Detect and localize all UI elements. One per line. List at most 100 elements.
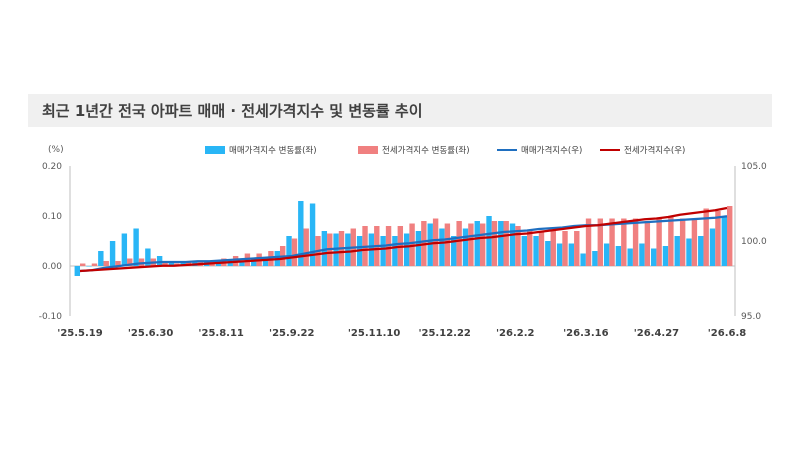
jeonse-rate-bar	[632, 218, 639, 266]
jeonse-rate-bar	[444, 223, 451, 266]
sale-rate-bar	[121, 233, 128, 266]
sale-rate-bar	[509, 223, 516, 266]
jeonse-rate-bar	[303, 228, 309, 266]
y-unit-label: (%)	[48, 145, 64, 155]
x-tick-label: '26.6.8	[708, 328, 747, 339]
jeonse-rate-bar	[515, 226, 521, 266]
sale-rate-bar	[427, 223, 433, 266]
legend-swatch-sale-rate	[205, 146, 225, 154]
legend-swatch-jeonse-rate	[358, 146, 378, 154]
sale-rate-bar	[145, 248, 151, 266]
right-tick-label: 100.0	[741, 237, 767, 247]
sale-rate-bar	[133, 228, 139, 266]
jeonse-rate-bar	[503, 221, 509, 266]
jeonse-rate-bar	[679, 218, 686, 266]
sale-rate-bar	[521, 236, 528, 266]
jeonse-rate-bar	[597, 218, 604, 266]
chart-title: 최근 1년간 전국 아파트 매매 · 전세가격지수 및 변동률 추이	[42, 102, 423, 120]
jeonse-rate-bar	[185, 261, 192, 266]
x-tick-label: '26.3.16	[563, 328, 608, 339]
jeonse-rate-bar	[479, 223, 486, 266]
sale-rate-bar	[168, 261, 175, 266]
x-tick-label: '25.11.10	[348, 328, 400, 339]
jeonse-index-line	[79, 206, 728, 273]
sale-rate-bar	[380, 236, 386, 266]
sale-rate-bar	[309, 203, 316, 266]
sale-rate-bar	[698, 236, 704, 266]
x-tick-label: '25.9.22	[269, 328, 314, 339]
jeonse-rate-bar	[291, 238, 298, 266]
sale-rate-bar	[721, 216, 727, 266]
jeonse-rate-bar	[162, 261, 168, 266]
jeonse-rate-bar	[103, 261, 109, 266]
sale-rate-bar	[156, 256, 163, 266]
sale-rate-bar	[615, 246, 622, 266]
legend-label: 전세가격지수(우)	[624, 145, 685, 156]
jeonse-rate-bar	[703, 208, 709, 266]
legend-label: 매매가격지수(우)	[521, 145, 582, 156]
sale-rate-bar	[651, 248, 657, 266]
jeonse-rate-bar	[727, 206, 733, 266]
sale-rate-bar	[627, 248, 633, 266]
legend-label: 매매가격지수 변동률(좌)	[229, 145, 317, 156]
sale-rate-bar	[545, 241, 551, 266]
sale-rate-bar	[580, 253, 586, 266]
left-tick-label: -0.10	[39, 312, 63, 322]
sale-rate-bar	[239, 261, 245, 266]
jeonse-rate-bar	[715, 211, 721, 266]
jeonse-rate-bar	[585, 218, 592, 266]
jeonse-rate-bar	[656, 218, 662, 266]
jeonse-rate-bar	[80, 263, 86, 266]
sale-index-line	[79, 215, 728, 273]
sale-rate-bar	[568, 243, 575, 266]
jeonse-rate-bar	[574, 231, 580, 266]
jeonse-rate-bar	[644, 221, 651, 266]
sale-rate-bar	[603, 243, 610, 266]
jeonse-rate-bar	[115, 261, 121, 266]
jeonse-rate-bar	[456, 221, 462, 266]
jeonse-rate-bar	[527, 231, 533, 266]
sale-rate-bar	[86, 266, 92, 267]
sale-rate-bar	[462, 228, 469, 266]
sale-rate-bar	[109, 241, 116, 266]
jeonse-rate-bar	[468, 223, 474, 266]
sale-rate-bar	[415, 231, 422, 266]
sale-rate-bar	[439, 228, 445, 266]
jeonse-rate-bar	[562, 231, 568, 266]
jeonse-rate-bar	[550, 231, 556, 266]
left-tick-label: 0.10	[42, 212, 62, 222]
jeonse-rate-bar	[127, 258, 133, 266]
sale-rate-bar	[345, 233, 351, 266]
left-tick-label: 0.20	[42, 162, 62, 172]
right-tick-label: 105.0	[741, 162, 767, 172]
sale-rate-bar	[286, 236, 292, 266]
sale-rate-bar	[674, 236, 680, 266]
sale-rate-bar	[662, 246, 669, 266]
x-tick-label: '25.8.11	[198, 328, 243, 339]
x-tick-label: '25.12.22	[418, 328, 470, 339]
left-tick-label: 0.00	[42, 262, 62, 272]
sale-rate-bar	[639, 243, 645, 266]
sale-rate-bar	[227, 261, 233, 266]
sale-rate-bar	[251, 258, 257, 266]
sale-rate-bar	[498, 221, 504, 266]
sale-rate-bar	[451, 236, 457, 266]
sale-rate-bar	[403, 233, 410, 266]
sale-rate-bar	[474, 221, 480, 266]
jeonse-rate-bar	[691, 218, 698, 266]
sale-rate-bar	[709, 228, 716, 266]
x-tick-label: '26.4.27	[634, 328, 679, 339]
sale-rate-bar	[556, 243, 563, 266]
sale-rate-bar	[298, 201, 304, 266]
title-bar: 최근 1년간 전국 아파트 매매 · 전세가격지수 및 변동률 추이	[28, 94, 772, 127]
jeonse-rate-bar	[538, 231, 545, 266]
sale-rate-bar	[180, 261, 186, 266]
sale-rate-bar	[592, 251, 598, 266]
jeonse-rate-bar	[609, 218, 615, 266]
jeonse-rate-bar	[491, 221, 498, 266]
sale-rate-bar	[262, 258, 269, 266]
jeonse-rate-bar	[621, 218, 627, 266]
x-tick-label: '26.2.2	[496, 328, 535, 339]
legend-label: 전세가격지수 변동률(좌)	[382, 145, 470, 156]
